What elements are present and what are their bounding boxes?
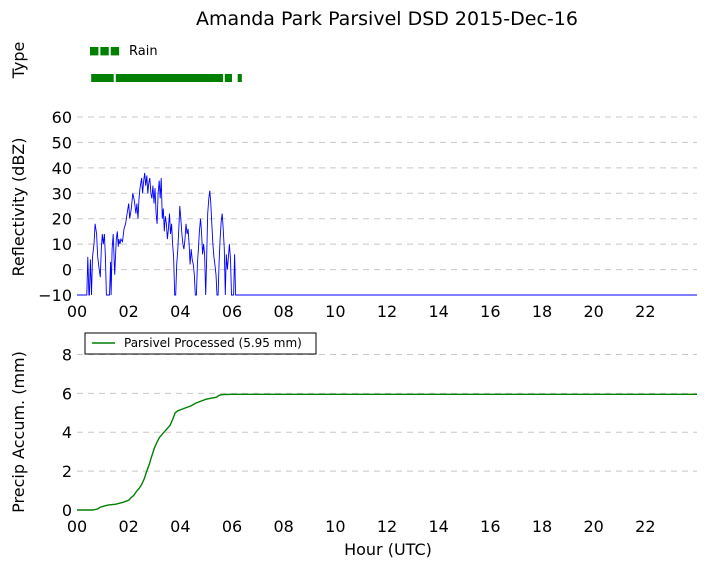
accum-line [77, 393, 697, 511]
accum-y-tick-label: 0 [62, 501, 72, 520]
accum-y-tick-label: 4 [62, 423, 72, 442]
reflectivity-x-tick-label: 06 [222, 302, 242, 321]
accum-x-tick-label: 06 [222, 517, 242, 536]
reflectivity-panel: Reflectivity (dBZ) −10 0 10 20 30 40 50 60 00 02… [9, 108, 697, 321]
accum-ylabel: Precip Accum. (mm) [9, 351, 28, 513]
reflectivity-grid [77, 116, 697, 271]
type-bar-3 [237, 74, 242, 82]
type-legend: ■■■ Rain [89, 44, 158, 59]
reflectivity-y-tick-label: 60 [52, 108, 72, 127]
accum-x-tick-label: 22 [635, 517, 655, 536]
accum-y-tick-label: 2 [62, 462, 72, 481]
accum-x-tick-label: 08 [273, 517, 293, 536]
accum-x-ticks: 00 02 04 06 08 10 12 14 16 18 20 22 [67, 517, 656, 536]
reflectivity-y-tick-label: 10 [52, 235, 72, 254]
reflectivity-x-tick-label: 20 [583, 302, 603, 321]
reflectivity-x-ticks: 00 02 04 06 08 10 12 14 16 18 20 22 [67, 302, 656, 321]
reflectivity-x-tick-label: 02 [118, 302, 138, 321]
accum-y-tick-label: 6 [62, 384, 72, 403]
accum-x-tick-label: 20 [583, 517, 603, 536]
reflectivity-y-tick-label: 50 [52, 133, 72, 152]
reflectivity-x-tick-label: 00 [67, 302, 87, 321]
type-bar-2 [224, 74, 232, 82]
reflectivity-y-tick-label: 20 [52, 210, 72, 229]
type-legend-label: Rain [129, 44, 158, 59]
type-ylabel: Type [9, 42, 28, 80]
reflectivity-x-tick-label: 12 [377, 302, 397, 321]
accum-x-tick-label: 00 [67, 517, 87, 536]
reflectivity-x-tick-label: 04 [170, 302, 190, 321]
reflectivity-y-tick-label: 40 [52, 159, 72, 178]
accum-legend: Parsivel Processed (5.95 mm) [84, 332, 317, 355]
reflectivity-x-tick-label: 22 [635, 302, 655, 321]
type-bar-0 [91, 74, 114, 82]
accum-y-ticks: 0 2 4 6 8 [62, 345, 72, 520]
accum-x-tick-label: 18 [532, 517, 552, 536]
type-legend-marker: ■■■ [89, 44, 120, 57]
reflectivity-y-ticks: −10 0 10 20 30 40 50 60 [38, 108, 72, 305]
accum-x-tick-label: 14 [428, 517, 448, 536]
accum-x-tick-label: 02 [118, 517, 138, 536]
reflectivity-x-tick-label: 16 [480, 302, 500, 321]
accum-x-tick-label: 10 [325, 517, 345, 536]
type-bar-1 [115, 74, 223, 82]
reflectivity-y-tick-label: 0 [62, 261, 72, 280]
type-panel: Type ■■■ Rain [9, 42, 242, 82]
reflectivity-ylabel: Reflectivity (dBZ) [9, 138, 28, 277]
accum-legend-box [84, 332, 317, 355]
reflectivity-y-tick-label: −10 [38, 286, 72, 305]
reflectivity-y-tick-label: 30 [52, 184, 72, 203]
accum-x-tick-label: 04 [170, 517, 190, 536]
accum-y-tick-label: 8 [62, 345, 72, 364]
accum-legend-label: Parsivel Processed (5.95 mm) [124, 336, 302, 350]
reflectivity-x-tick-label: 18 [532, 302, 552, 321]
reflectivity-x-tick-label: 10 [325, 302, 345, 321]
accum-xlabel: Hour (UTC) [344, 540, 432, 559]
chart-title: Amanda Park Parsivel DSD 2015-Dec-16 [196, 8, 578, 30]
reflectivity-line [77, 172, 697, 296]
reflectivity-x-tick-label: 14 [428, 302, 448, 321]
accum-grid [77, 353, 697, 472]
accum-x-tick-label: 16 [480, 517, 500, 536]
accum-x-tick-label: 12 [377, 517, 397, 536]
reflectivity-x-tick-label: 08 [273, 302, 293, 321]
type-bars [91, 74, 242, 82]
